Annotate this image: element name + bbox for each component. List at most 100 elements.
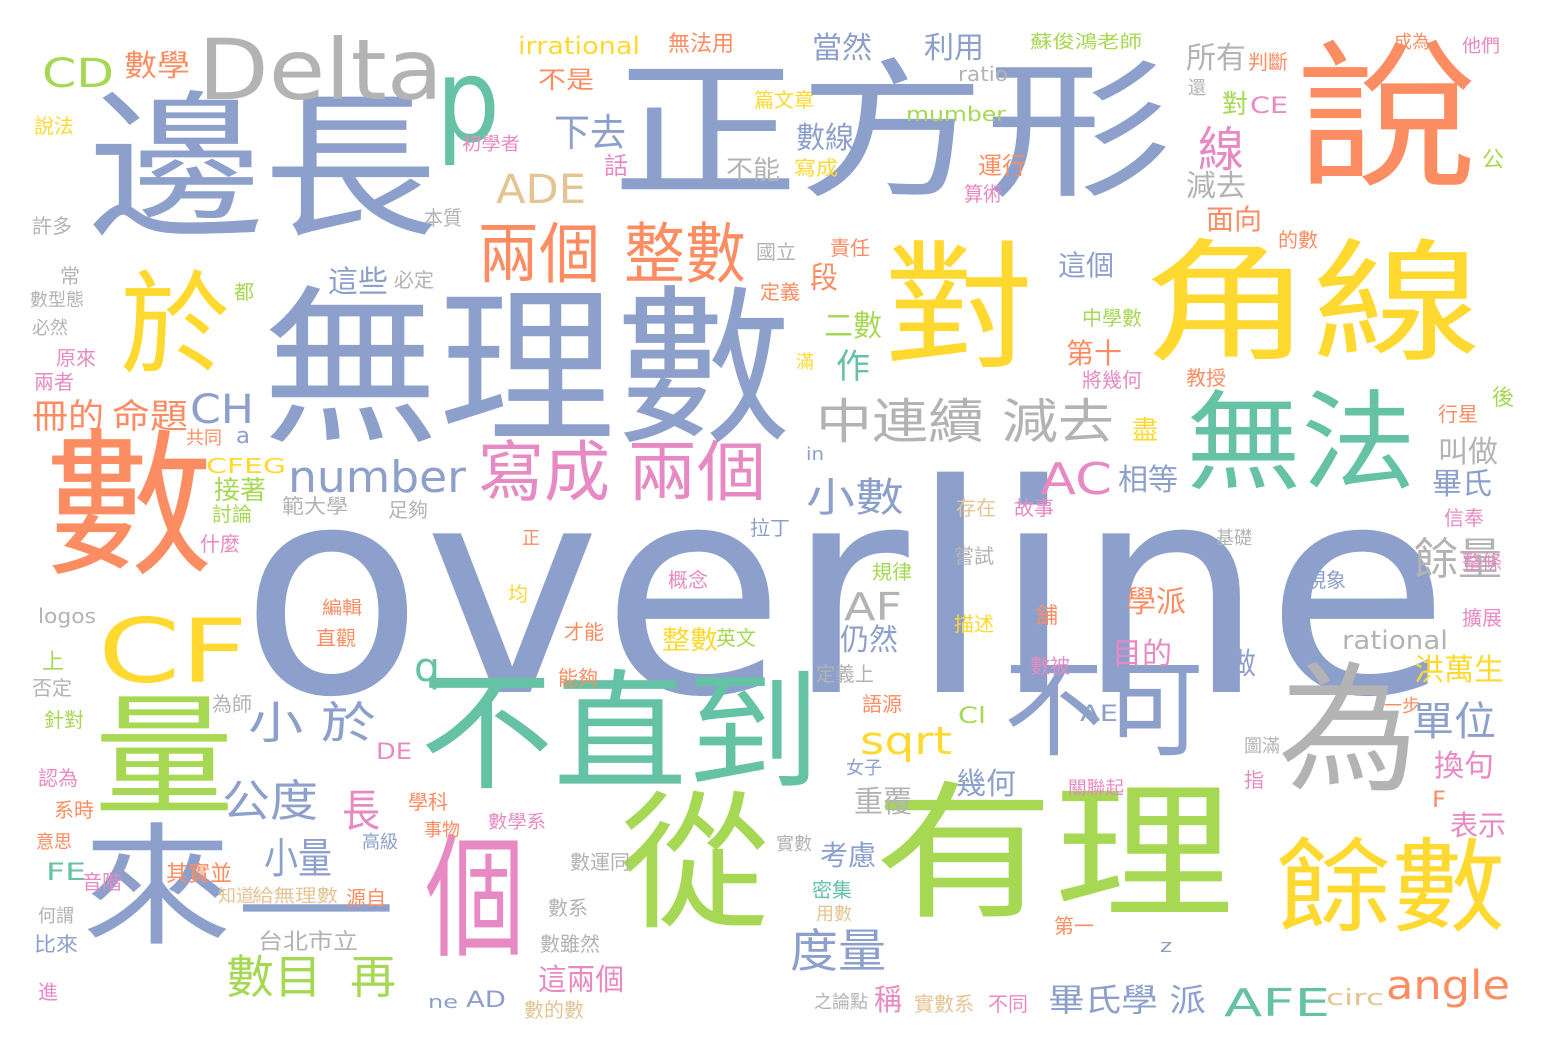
cloud-word: 面向 [1206, 203, 1263, 236]
cloud-word: 擴展 [1462, 606, 1502, 630]
cloud-word: 數學系 [488, 812, 546, 833]
cloud-word: 知道 [218, 886, 254, 907]
cloud-word: number [288, 452, 466, 503]
cloud-word: 小量 [264, 834, 332, 883]
cloud-word: 利用 [924, 31, 984, 66]
cloud-word: 二數 [824, 309, 883, 344]
cloud-word: 寫成 [794, 156, 838, 180]
cloud-word: 常 [60, 264, 80, 288]
cloud-word: 目的 [1112, 637, 1172, 672]
cloud-word: 舖 [1036, 604, 1058, 629]
cloud-word: 不同 [988, 992, 1028, 1016]
cloud-word: 範大學 [282, 494, 348, 518]
cloud-word: 數學 [124, 49, 190, 84]
cloud-word: 數目 [226, 950, 322, 1004]
cloud-word: 能夠 [558, 666, 598, 690]
cloud-word: 數系 [548, 896, 588, 920]
cloud-word: logos [38, 604, 96, 628]
cloud-word: CD [42, 51, 115, 97]
cloud-word: Delta [198, 21, 443, 119]
cloud-word: 對 [1222, 90, 1248, 120]
cloud-word: 邊長 [88, 77, 439, 261]
cloud-word: 用數 [816, 904, 852, 925]
cloud-word: 系時 [54, 798, 94, 822]
cloud-word: circ [1326, 986, 1385, 1011]
cloud-word: overline [240, 424, 1450, 761]
cloud-word: 直觀 [316, 626, 356, 650]
cloud-word: 考慮 [820, 839, 877, 872]
cloud-word: angle [1386, 963, 1510, 1009]
cloud-word: 都 [234, 280, 254, 304]
cloud-word: 做 [1228, 647, 1256, 682]
cloud-word: 實數系 [914, 992, 974, 1016]
cloud-word: CFEG [206, 454, 286, 478]
cloud-word: 針對 [44, 708, 84, 732]
cloud-word: 密集 [812, 878, 852, 902]
cloud-word: 概念 [668, 568, 708, 592]
cloud-word: 的數 [1278, 228, 1318, 252]
cloud-word: 編輯 [322, 598, 362, 619]
cloud-word: 指 [1244, 768, 1264, 792]
cloud-word: 餘量 [1414, 534, 1502, 585]
cloud-word: 無法 [1186, 381, 1417, 506]
cloud-word: 責任 [830, 236, 870, 260]
cloud-word: 叫做 [1438, 435, 1498, 470]
cloud-word: 正 [522, 528, 540, 549]
cloud-word: 許多 [32, 214, 72, 238]
cloud-word: 數運同 [570, 850, 630, 874]
cloud-word: 中連續 減去 [816, 394, 1114, 450]
cloud-word: F [1432, 788, 1446, 813]
cloud-word: 事物 [424, 820, 460, 841]
cloud-word: 均 [508, 582, 528, 606]
cloud-word: 還 [1188, 78, 1206, 99]
cloud-word: 量 [94, 681, 235, 835]
cloud-word: 否定 [32, 676, 72, 700]
cloud-word: ADE [496, 167, 587, 213]
cloud-word: 作 [836, 347, 870, 387]
cloud-word: 必定 [394, 268, 434, 292]
cloud-word: 共同 [186, 428, 222, 449]
cloud-word: 數被 [1030, 654, 1070, 678]
cloud-word: 仍然 [840, 623, 899, 658]
cloud-word: FE [46, 858, 87, 886]
cloud-word: 上 [42, 650, 64, 675]
cloud-word: 寫成 [478, 434, 610, 511]
cloud-word: 所有 [1186, 41, 1246, 76]
cloud-word: 語源 [862, 692, 902, 716]
cloud-word: AD [466, 988, 506, 1013]
cloud-word: a [236, 424, 250, 449]
cloud-word: 段 [810, 261, 838, 296]
cloud-word: 相等 [1118, 463, 1178, 498]
cloud-word: q [414, 645, 440, 691]
cloud-word: 度量 [790, 924, 886, 978]
cloud-word: 什麼 [200, 532, 240, 556]
cloud-word: rational [1342, 626, 1448, 656]
cloud-word: 算術 [964, 182, 1002, 206]
cloud-word: 英文 [716, 626, 756, 650]
cloud-word: 初學者 [462, 134, 520, 155]
cloud-word: 整數 [662, 626, 719, 656]
cloud-word: 這個 [1058, 249, 1115, 282]
cloud-word: 畢氏學 派 [1048, 981, 1206, 1019]
cloud-word: 小 於 [248, 698, 377, 749]
cloud-word: 公度 [222, 776, 319, 827]
cloud-word: 實數 [776, 834, 812, 855]
cloud-word: 關聯起 [1068, 778, 1124, 799]
cloud-word: 台北市立 [258, 930, 358, 955]
cloud-word: 盡 [1132, 416, 1158, 446]
cloud-word: 現象 [1306, 568, 1346, 592]
cloud-word: 餘數 [1276, 829, 1506, 948]
cloud-word: 線 [1198, 122, 1244, 178]
cloud-word: 拉丁 [750, 516, 790, 540]
cloud-word: CH [190, 387, 254, 433]
cloud-word: 於 [120, 261, 230, 391]
cloud-word: 第一 [1054, 914, 1094, 938]
cloud-word: 描述 [954, 612, 994, 636]
cloud-word: 這些 [328, 265, 388, 300]
cloud-word: 何謂 [38, 906, 74, 927]
cloud-word: 無理數 [262, 271, 792, 469]
cloud-word: 數線 [796, 121, 855, 156]
cloud-word: 減去 [1186, 169, 1246, 204]
cloud-word: 規律 [872, 560, 912, 584]
cloud-word: 話 [604, 152, 628, 180]
